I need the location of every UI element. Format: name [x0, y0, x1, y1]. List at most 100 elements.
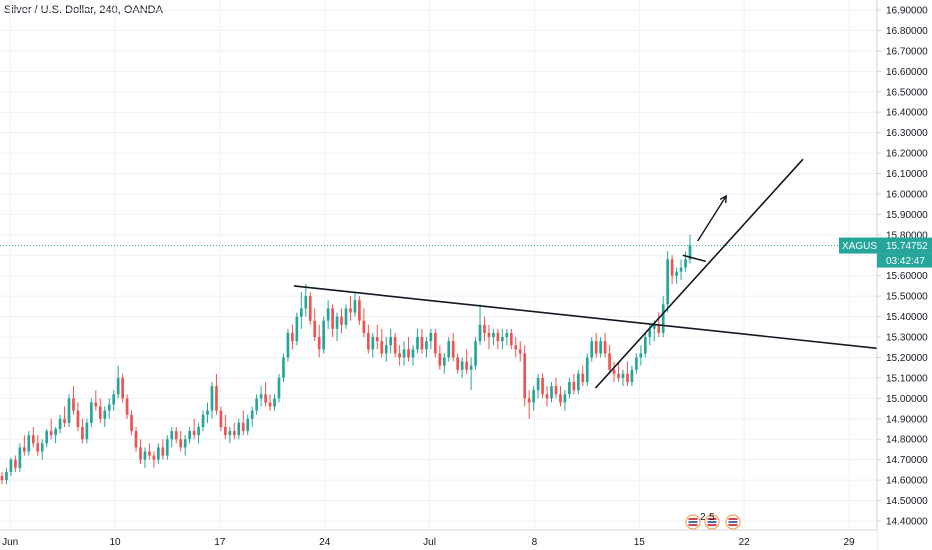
- candle-body: [590, 341, 594, 358]
- time-axis[interactable]: Jun 10 17 24 Jul 8 15 22 29: [0, 529, 877, 550]
- candle-body: [201, 414, 205, 427]
- candle-body: [554, 386, 558, 395]
- candle-body: [103, 410, 107, 419]
- candle-body: [635, 357, 638, 370]
- price-tag-bg: [877, 237, 932, 254]
- event-flag-stripe: [688, 524, 698, 526]
- candle-body: [527, 398, 531, 403]
- candle-body: [465, 361, 468, 370]
- time-tick-label: 8: [532, 537, 538, 548]
- candle-body: [85, 422, 89, 440]
- candle-body: [536, 377, 540, 391]
- candle-body: [63, 418, 66, 423]
- candle-body: [509, 332, 513, 346]
- time-tick-label: Jun: [2, 537, 18, 548]
- candle-body: [335, 316, 339, 329]
- arrow-line: [697, 195, 727, 242]
- trendline: [682, 254, 707, 263]
- candle-body: [121, 377, 124, 399]
- event-flag-icon[interactable]: [704, 514, 720, 530]
- grid: [0, 0, 877, 530]
- candle-body: [206, 410, 209, 415]
- candle-body: [349, 308, 352, 313]
- candle-body: [501, 337, 504, 342]
- candle-body: [116, 377, 120, 395]
- price-tick-label: 15.80000: [886, 230, 928, 241]
- arrow-head: [719, 194, 727, 204]
- candle-body: [594, 341, 598, 354]
- candle-body: [90, 402, 93, 423]
- candle-body: [559, 394, 562, 403]
- candle-body: [393, 337, 397, 354]
- price-tick-label: 15.00000: [886, 394, 928, 405]
- candle-body: [366, 332, 370, 350]
- event-flag-icon[interactable]: [685, 514, 701, 530]
- price-tick-label: 14.40000: [886, 517, 928, 528]
- price-tick-label: 16.50000: [886, 87, 928, 98]
- candle-body: [291, 332, 294, 342]
- candle-body: [183, 439, 187, 448]
- time-tick-label: 29: [843, 537, 855, 548]
- candle-body: [286, 332, 290, 358]
- candle-body: [442, 357, 446, 366]
- event-flag-stripe: [728, 518, 738, 520]
- candle-body: [107, 404, 111, 411]
- candle-body: [576, 373, 580, 391]
- price-tick-label: 16.10000: [886, 169, 928, 180]
- candle-body: [541, 377, 544, 395]
- price-tick-label: 14.90000: [886, 414, 928, 425]
- event-flag-stripe: [688, 521, 698, 523]
- candle-body: [148, 451, 151, 456]
- countdown-label: 03:42:47: [886, 256, 925, 267]
- candle-body: [0, 476, 4, 481]
- candle-body: [568, 382, 571, 395]
- candle-body: [362, 320, 366, 333]
- event-flag-stripe: [728, 524, 738, 526]
- event-flag-icon[interactable]: [725, 514, 741, 530]
- price-tick-label: 16.20000: [886, 149, 928, 160]
- candle-body: [340, 316, 343, 325]
- candle-body: [550, 386, 553, 399]
- event-flag-stripe: [728, 521, 738, 523]
- candle-body: [375, 337, 379, 342]
- candle-body: [268, 402, 272, 407]
- candle-body: [599, 341, 602, 354]
- candle-body: [313, 320, 317, 338]
- candle-body: [215, 386, 218, 411]
- symbol-tag-label: XAGUSD: [842, 241, 884, 252]
- time-tick-label: 24: [319, 537, 331, 548]
- price-tick-label: 15.10000: [886, 373, 928, 384]
- candle-body: [125, 398, 129, 415]
- candle-body: [250, 410, 254, 419]
- candle-body: [630, 369, 634, 383]
- candle-body: [9, 459, 13, 472]
- candle-body: [518, 349, 522, 354]
- candle-body: [652, 324, 656, 329]
- candle-body: [259, 394, 263, 399]
- price-tick-label: 16.60000: [886, 67, 928, 78]
- candle-body: [264, 394, 267, 403]
- candle-body: [456, 357, 460, 370]
- candle-body: [18, 447, 22, 468]
- price-axis[interactable]: 16.90000 16.80000 16.70000 16.60000 16.50000…: [876, 0, 932, 550]
- candle-body: [295, 316, 299, 342]
- candle-body: [67, 398, 71, 423]
- candle-body: [438, 353, 442, 366]
- candle-body: [523, 353, 527, 399]
- candle-body: [304, 296, 308, 309]
- candle-body: [608, 353, 611, 370]
- candle-body: [402, 349, 406, 358]
- candle-body: [179, 439, 183, 448]
- candle-body: [447, 341, 451, 358]
- price-tag-value: 15.74752: [886, 241, 928, 252]
- candle-body: [460, 361, 464, 370]
- event-count-label: 2: [700, 512, 706, 523]
- event-flag-stripe: [707, 521, 717, 523]
- candle-body: [58, 418, 62, 430]
- price-tick-label: 14.60000: [886, 476, 928, 487]
- candle-body: [643, 337, 647, 354]
- candle-body: [273, 398, 276, 407]
- candle-body: [197, 426, 200, 436]
